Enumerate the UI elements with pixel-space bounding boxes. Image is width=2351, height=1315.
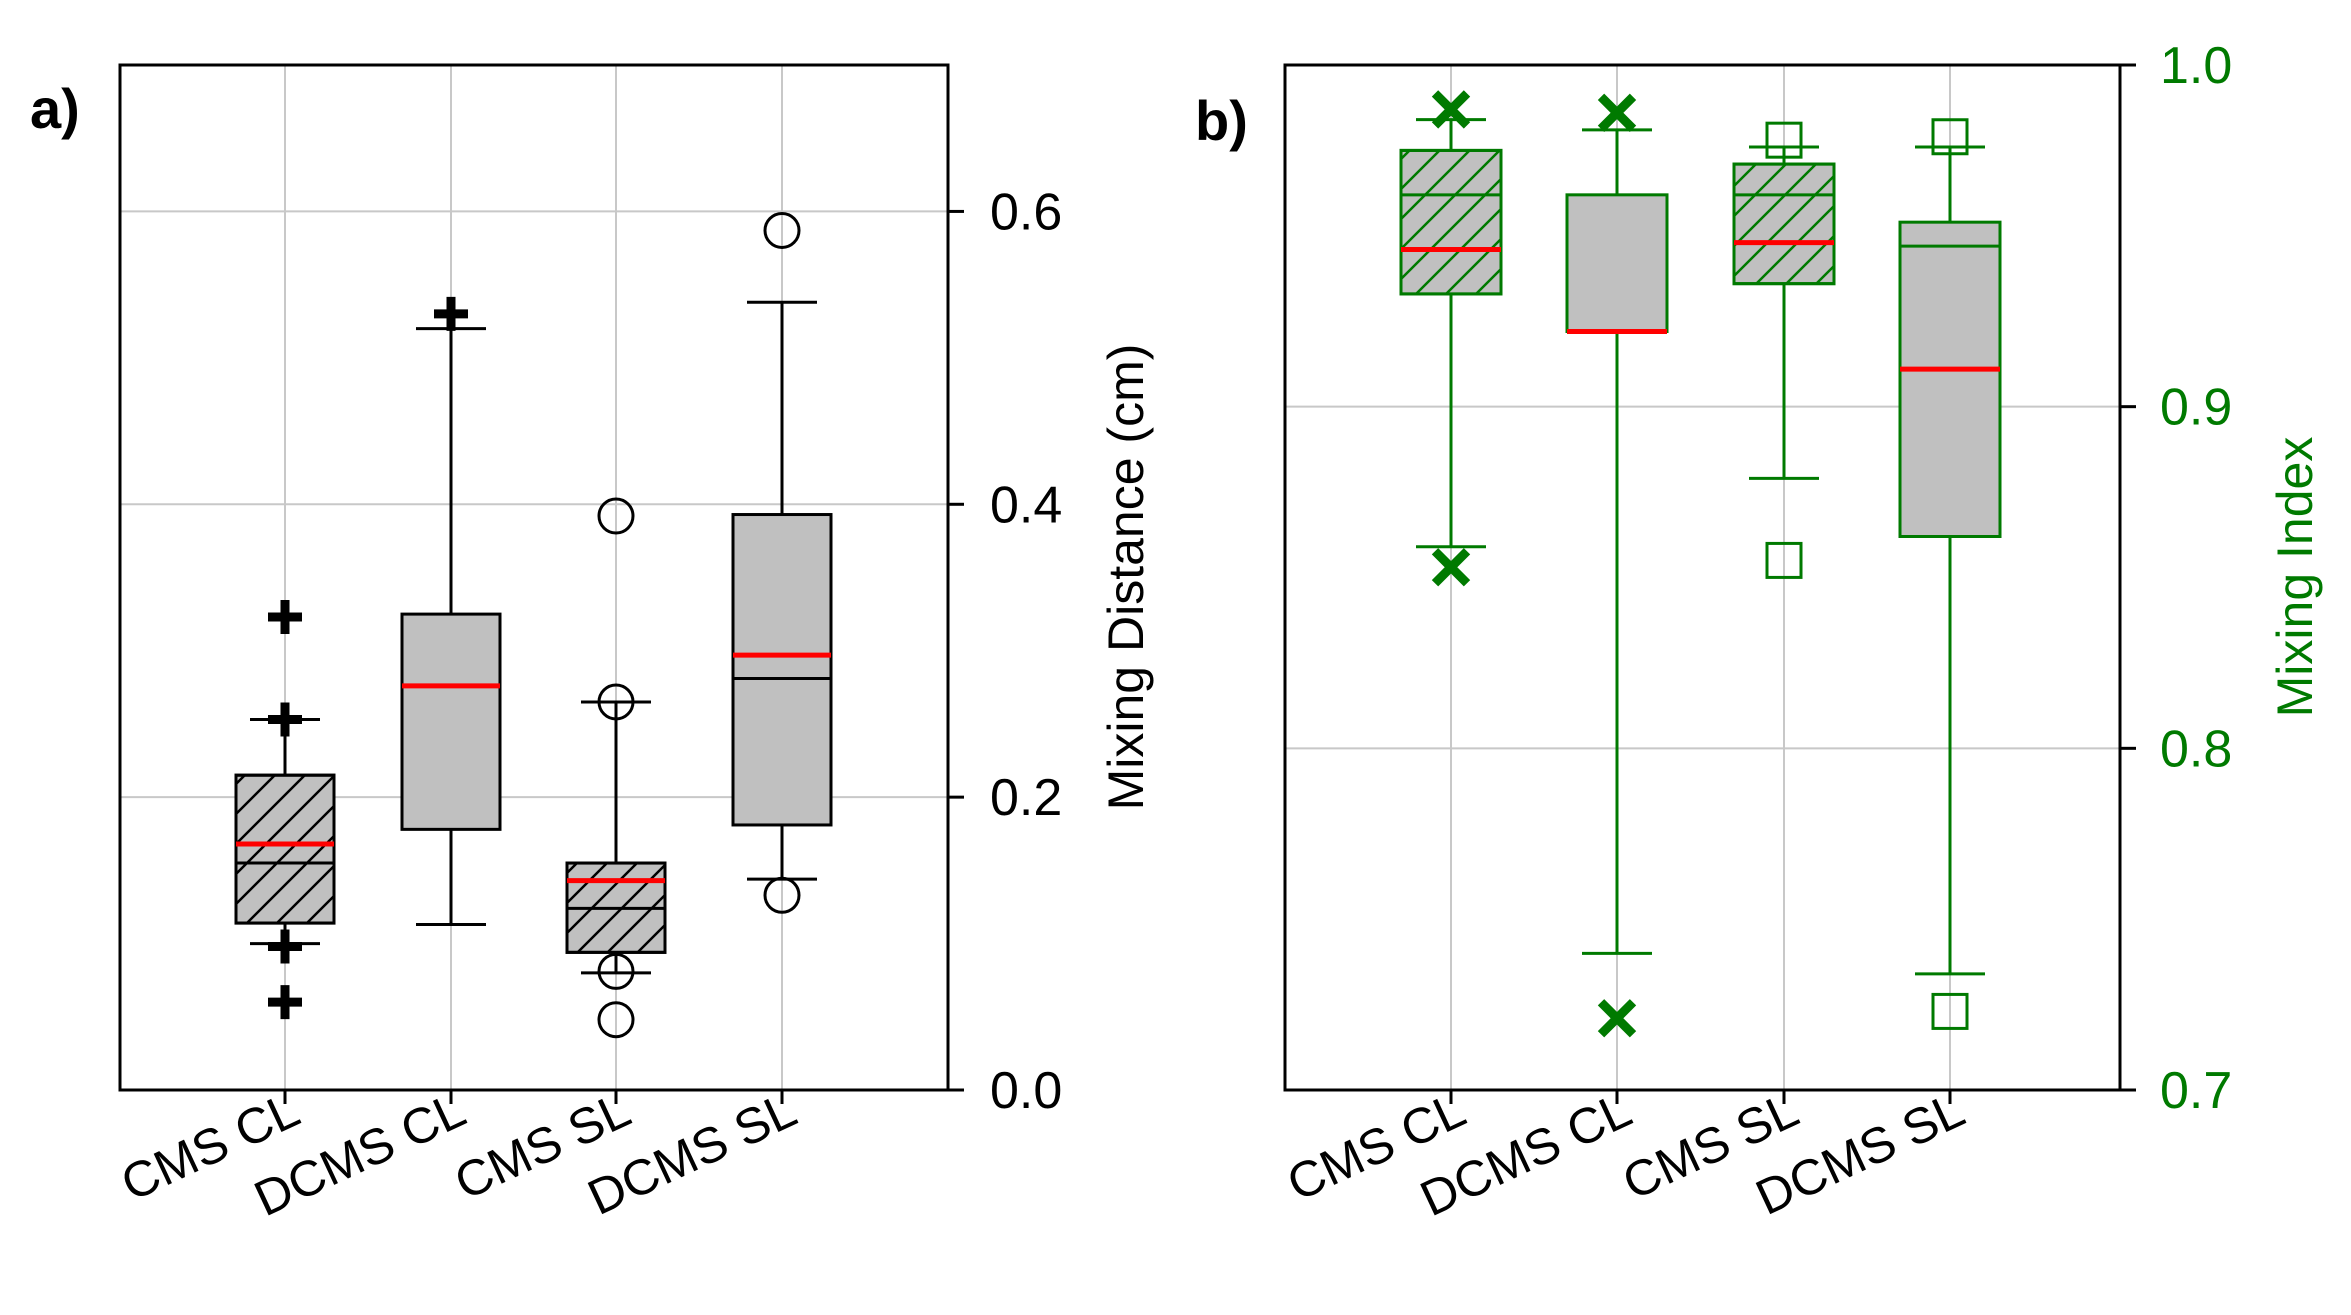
panel-a-boxes (234, 211, 833, 1039)
b-box-body-1 (1565, 193, 1669, 333)
a-outlier-2-1 (597, 952, 635, 990)
a-outlier-1-0 (434, 296, 468, 331)
a-box-0 (234, 600, 336, 1020)
b-box-1 (1565, 93, 1669, 1038)
panel-b-y-axis-label: Mixing Index (2267, 437, 2323, 718)
b-y-tick-label-2: 0.9 (2160, 379, 2232, 437)
b-outlier-1-1 (1597, 93, 1637, 133)
b-box-body-3 (1898, 220, 2002, 539)
b-outlier-1-0 (1597, 999, 1637, 1038)
b-outlier-0-1 (1431, 90, 1471, 129)
b-outlier-3-1 (1931, 118, 1969, 156)
a-outlier-2-2 (597, 683, 635, 721)
a-outlier-3-1 (763, 211, 801, 249)
a-outlier-0-1 (268, 929, 302, 964)
b-box-hatch-2 (1732, 162, 1836, 286)
a-box-body-3 (731, 513, 833, 827)
a-y-tick-label-2: 0.4 (990, 476, 1062, 534)
a-y-tick-label-3: 0.6 (990, 183, 1062, 241)
panel-a-plot-frame (118, 63, 950, 1092)
b-box-3 (1898, 118, 2002, 1030)
a-box-1 (400, 296, 502, 927)
b-outlier-2-1 (1765, 121, 1803, 159)
panel-a-y-axis: 0.0 0.2 0.4 0.6 (948, 183, 1062, 1120)
panel-a-label: a) (30, 77, 80, 140)
a-y-tick-label-1: 0.2 (990, 769, 1062, 827)
a-outlier-3-0 (763, 876, 801, 914)
b-box-2 (1732, 121, 1836, 579)
a-outlier-0-3 (268, 600, 302, 635)
panel-b-label: b) (1195, 89, 1248, 152)
a-box-body-1 (400, 612, 502, 831)
panel-b-y-axis: 0.7 0.8 0.9 1.0 (2120, 37, 2232, 1120)
b-y-tick-label-3: 1.0 (2160, 37, 2232, 95)
a-y-tick-label-0: 0.0 (990, 1062, 1062, 1120)
a-outlier-0-2 (268, 702, 302, 737)
a-box-hatch-0 (234, 773, 336, 925)
a-box-2 (565, 497, 667, 1039)
b-box-hatch-0 (1399, 148, 1503, 296)
b-y-tick-label-1: 0.8 (2160, 720, 2232, 778)
panel-a-y-axis-label: Mixing Distance (cm) (1098, 344, 1154, 811)
b-box-0 (1399, 90, 1503, 587)
a-box-3 (731, 211, 833, 914)
b-outlier-0-0 (1431, 548, 1471, 587)
a-outlier-2-3 (597, 497, 635, 535)
b-outlier-3-0 (1931, 992, 1969, 1030)
panel-b-boxes (1399, 90, 2002, 1038)
a-outlier-2-0 (597, 1001, 635, 1039)
b-outlier-2-0 (1765, 541, 1803, 579)
b-y-tick-label-0: 0.7 (2160, 1062, 2232, 1120)
a-outlier-0-0 (268, 985, 302, 1020)
